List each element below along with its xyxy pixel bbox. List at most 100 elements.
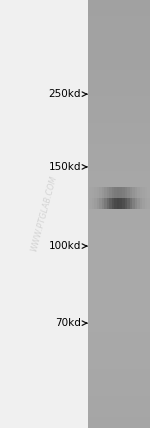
Bar bbox=[88, 369, 150, 374]
Bar bbox=[88, 150, 150, 155]
Bar bbox=[88, 0, 150, 5]
Bar bbox=[88, 374, 150, 380]
Bar bbox=[88, 176, 150, 182]
Text: 100kd: 100kd bbox=[49, 241, 81, 251]
Bar bbox=[88, 235, 150, 241]
Bar bbox=[89, 187, 91, 198]
Bar bbox=[88, 284, 150, 289]
Bar bbox=[88, 166, 150, 171]
Bar bbox=[88, 21, 150, 27]
Bar bbox=[117, 187, 120, 198]
Bar bbox=[107, 198, 109, 208]
Bar bbox=[88, 128, 150, 134]
Bar bbox=[114, 187, 117, 198]
Bar bbox=[88, 246, 150, 252]
Bar bbox=[125, 187, 127, 198]
Bar bbox=[99, 198, 102, 208]
Bar bbox=[88, 91, 150, 96]
Bar bbox=[97, 198, 99, 208]
Bar bbox=[107, 187, 109, 198]
Bar bbox=[120, 187, 122, 198]
Bar bbox=[88, 316, 150, 321]
Bar bbox=[147, 198, 150, 208]
Bar bbox=[88, 80, 150, 86]
Bar bbox=[88, 220, 150, 225]
Bar bbox=[88, 48, 150, 54]
Bar bbox=[88, 321, 150, 327]
Bar bbox=[130, 187, 132, 198]
Bar bbox=[88, 75, 150, 80]
Bar bbox=[88, 155, 150, 160]
Bar bbox=[99, 187, 102, 198]
Bar bbox=[88, 252, 150, 257]
Bar bbox=[88, 203, 150, 209]
Bar bbox=[88, 11, 150, 16]
Bar bbox=[89, 198, 91, 208]
Bar bbox=[88, 134, 150, 139]
Bar bbox=[127, 198, 130, 208]
Bar bbox=[114, 198, 117, 208]
Bar bbox=[88, 278, 150, 283]
Bar bbox=[127, 187, 130, 198]
Bar bbox=[88, 64, 150, 70]
Bar bbox=[88, 5, 150, 11]
Bar bbox=[88, 16, 150, 21]
Bar bbox=[94, 198, 97, 208]
Bar bbox=[132, 187, 135, 198]
Bar bbox=[120, 198, 122, 208]
Bar bbox=[88, 262, 150, 268]
Bar bbox=[88, 225, 150, 230]
Bar bbox=[135, 198, 137, 208]
Bar bbox=[88, 353, 150, 359]
Bar bbox=[145, 187, 147, 198]
Bar bbox=[145, 198, 147, 208]
Bar bbox=[125, 198, 127, 208]
Bar bbox=[88, 86, 150, 91]
Bar bbox=[104, 187, 107, 198]
Bar bbox=[88, 268, 150, 273]
Text: 250kd: 250kd bbox=[48, 89, 81, 99]
Bar bbox=[88, 123, 150, 128]
Bar bbox=[122, 187, 125, 198]
Bar bbox=[88, 230, 150, 235]
Bar bbox=[88, 273, 150, 278]
Bar bbox=[88, 337, 150, 342]
Bar bbox=[109, 187, 112, 198]
Bar bbox=[88, 364, 150, 369]
Bar bbox=[109, 198, 112, 208]
Bar bbox=[102, 187, 104, 198]
Bar bbox=[88, 0, 150, 428]
Bar bbox=[88, 193, 150, 198]
Bar bbox=[88, 407, 150, 412]
Bar bbox=[88, 342, 150, 348]
Bar bbox=[112, 198, 114, 208]
Bar bbox=[117, 198, 120, 208]
Bar bbox=[88, 198, 150, 203]
Bar bbox=[137, 198, 140, 208]
Bar bbox=[112, 187, 114, 198]
Bar bbox=[88, 38, 150, 43]
Bar bbox=[88, 332, 150, 337]
Bar bbox=[88, 107, 150, 112]
Bar bbox=[88, 257, 150, 262]
Bar bbox=[88, 102, 150, 107]
Bar bbox=[88, 348, 150, 353]
Bar bbox=[88, 289, 150, 294]
Bar bbox=[122, 198, 125, 208]
Bar bbox=[88, 294, 150, 300]
Bar bbox=[94, 187, 97, 198]
Bar bbox=[135, 187, 137, 198]
Bar bbox=[88, 423, 150, 428]
Bar bbox=[88, 54, 150, 59]
Bar bbox=[88, 160, 150, 166]
Text: 150kd: 150kd bbox=[48, 162, 81, 172]
Bar bbox=[104, 198, 107, 208]
Bar bbox=[88, 396, 150, 401]
Bar bbox=[88, 32, 150, 38]
Bar bbox=[88, 27, 150, 32]
Bar bbox=[88, 310, 150, 316]
Bar bbox=[88, 70, 150, 75]
Bar bbox=[88, 139, 150, 145]
Bar bbox=[88, 209, 150, 214]
Bar bbox=[88, 412, 150, 417]
